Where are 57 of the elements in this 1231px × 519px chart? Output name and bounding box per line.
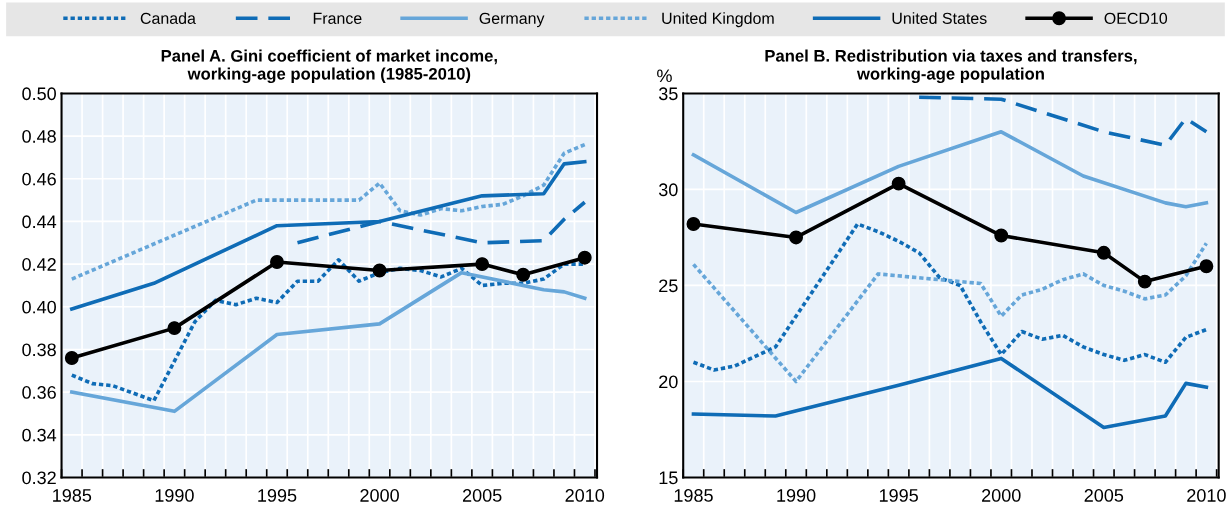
y-tick-label: 0.36: [22, 386, 56, 399]
y-tick-label: 30: [658, 183, 678, 197]
point: [475, 257, 490, 272]
legend-label: Germany: [479, 12, 545, 28]
line-series: [70, 142, 587, 281]
point: [994, 228, 1009, 243]
y-tick-label: 15: [659, 471, 678, 485]
y-tick-label: 0.38: [22, 343, 56, 357]
chart-title: Panel B. Redistribution via taxes and transfers, working-age population: [765, 49, 1137, 84]
y-tick-label: 20: [659, 375, 678, 389]
x-tick-label: 2005: [462, 489, 502, 502]
x-tick-label: 1990: [777, 489, 816, 502]
x-tick-label: 1990: [155, 489, 194, 502]
y-tick-label: 35: [658, 87, 678, 101]
line-series: [691, 130, 1209, 215]
line-series: [70, 159, 587, 311]
legend-label: OECD10: [1104, 12, 1168, 25]
line-series: [691, 356, 1209, 430]
point: [789, 230, 803, 245]
line-series: [917, 95, 1209, 148]
x-tick-label: 1985: [53, 489, 92, 502]
x-tick-label: 2010: [1187, 489, 1226, 502]
y-axis-title: %: [657, 69, 672, 83]
y-tick-label: 0.32: [22, 471, 56, 485]
x-tick-label: 2010: [565, 489, 605, 502]
point: [1096, 245, 1111, 260]
point: [577, 250, 592, 265]
x-tick-label: 2000: [982, 489, 1021, 502]
y-tick-label: 0.34: [22, 428, 57, 442]
y-tick-label: 0.50: [22, 87, 56, 101]
x-tick-label: 1995: [879, 489, 918, 502]
legend-label: France: [313, 12, 362, 25]
point: [270, 255, 284, 269]
y-tick-label: 0.44: [22, 215, 57, 229]
x-tick-label: 1985: [674, 489, 713, 502]
line-series: [691, 241, 1209, 384]
point: [516, 267, 531, 282]
y-tick-label: 0.48: [22, 130, 56, 143]
y-tick-label: 0.46: [22, 172, 56, 186]
point: [1137, 274, 1152, 289]
y-tick-label: 25: [659, 279, 678, 293]
point: [372, 263, 387, 278]
x-tick-label: 2000: [360, 489, 399, 502]
legend-label: Canada: [140, 12, 196, 25]
point: [686, 217, 701, 231]
point: [64, 351, 79, 365]
line-series: [691, 222, 1209, 372]
y-tick-label: 0.42: [22, 258, 56, 271]
point: [891, 176, 906, 191]
x-tick-label: 1995: [258, 489, 297, 502]
point: [167, 321, 182, 336]
chart-title: Panel A. Gini coefficient of market income, working-age population (1985-2010): [161, 49, 497, 84]
point: [1199, 259, 1214, 274]
legend-label: United Kingdom: [662, 12, 774, 28]
y-tick-label: 0.40: [22, 300, 56, 314]
x-tick-label: 2005: [1084, 489, 1124, 502]
legend-label: United States: [892, 12, 987, 25]
